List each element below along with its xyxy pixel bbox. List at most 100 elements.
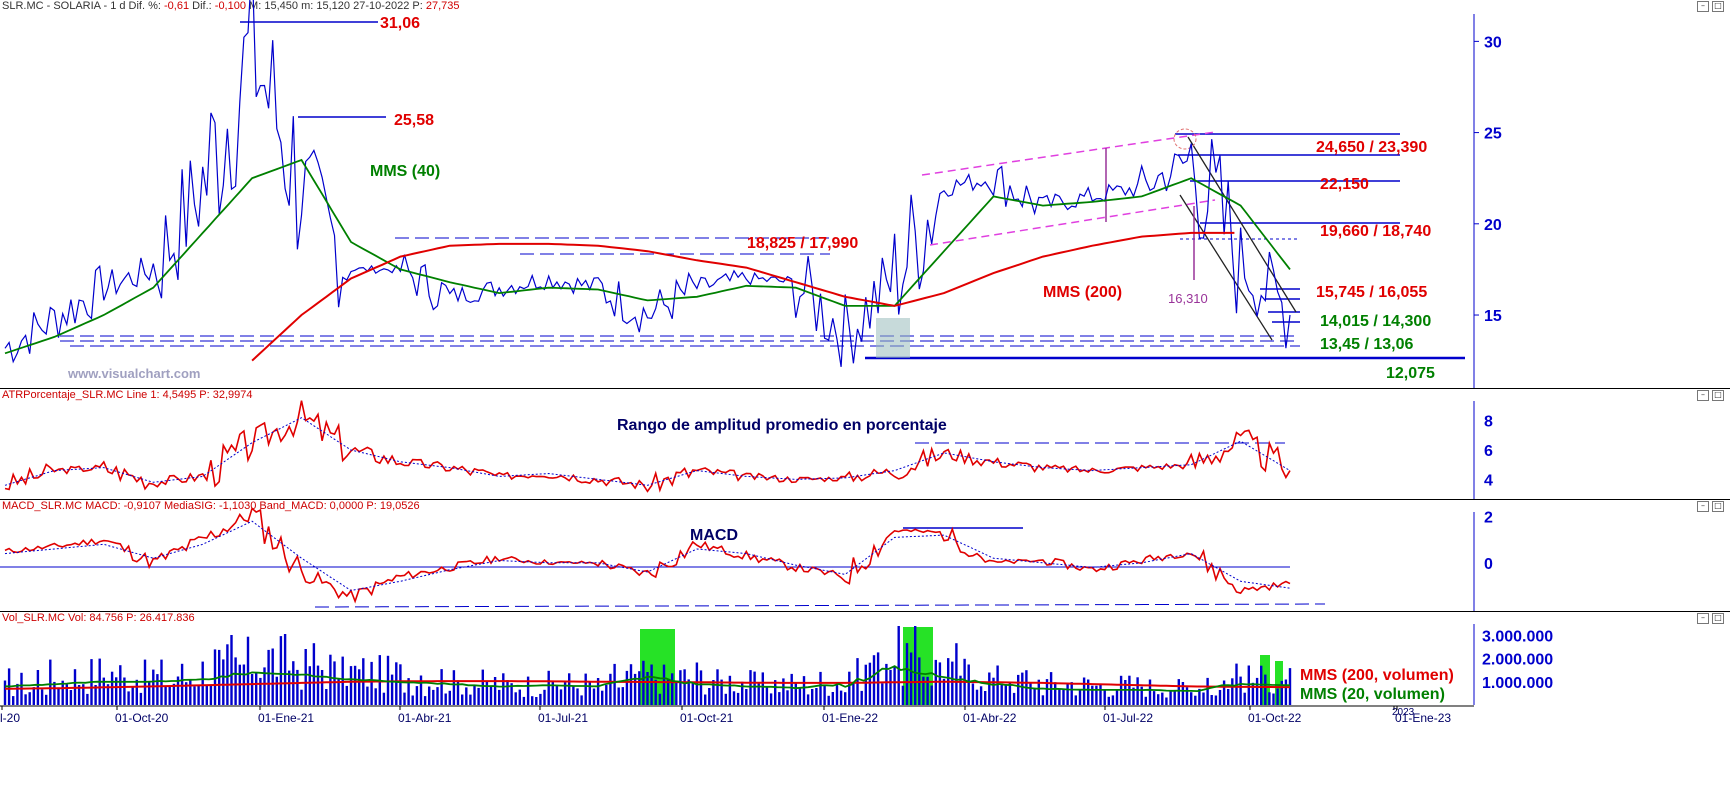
volume-bar (24, 694, 27, 705)
maximize-button[interactable]: □ (1712, 1, 1724, 12)
price-y-tick-label: 15 (1484, 308, 1502, 325)
volume-bar (1037, 679, 1040, 705)
x-tick-label: 01-Abr-21 (398, 711, 452, 725)
volume-bar (675, 682, 678, 705)
volume-bar (1157, 694, 1160, 705)
volume-bar (601, 690, 604, 705)
label-low: 12,075 (1386, 365, 1435, 382)
volume-bar (77, 685, 81, 705)
x-tick-label: l-20 (0, 711, 20, 725)
volume-bar (568, 673, 571, 705)
volume-bar (609, 673, 612, 705)
volume-bar (679, 670, 682, 705)
volume-bar (728, 675, 732, 705)
volume-bar (543, 689, 546, 705)
volume-bar (1103, 689, 1106, 705)
volume-bar (1070, 682, 1073, 705)
volume-bar (382, 692, 386, 705)
volume-bar (1111, 695, 1115, 705)
volume-bar (518, 689, 521, 705)
volume-panel: Vol_SLR.MC Vol: 84.756 P: 26.417.836 – □… (0, 612, 1730, 799)
volume-bar (415, 686, 419, 705)
volume-bar (1194, 695, 1197, 705)
volume-bar (506, 680, 509, 705)
volume-bar (901, 685, 905, 705)
volume-mms20-series (4, 665, 1291, 693)
watermark: www.visualchart.com (67, 366, 200, 381)
atr-maximize-button[interactable]: □ (1712, 390, 1724, 401)
volume-bar (1017, 674, 1020, 705)
volume-bar (1041, 695, 1045, 705)
volume-bar (691, 683, 694, 705)
volume-minimize-button[interactable]: – (1697, 613, 1709, 624)
minimize-button[interactable]: – (1697, 1, 1709, 12)
volume-bar (333, 661, 336, 705)
label-zone2: 24,650 / 23,390 (1316, 139, 1427, 156)
volume-bar (889, 669, 892, 705)
dif-pct-value: -0,61 (164, 0, 190, 12)
volume-bar (156, 674, 159, 705)
volume-bar (345, 685, 348, 705)
volume-bar (893, 665, 896, 705)
volume-bar (592, 688, 596, 705)
volume-panel-header: Vol_SLR.MC Vol: 84.756 P: 26.417.836 (2, 612, 195, 624)
volume-bar (712, 680, 715, 705)
volume-bar (860, 690, 863, 705)
macd-minimize-button[interactable]: – (1697, 501, 1709, 512)
volume-bar (325, 689, 328, 705)
volume-bar (1008, 682, 1012, 705)
volume-bar (102, 677, 105, 705)
volume-bar (271, 648, 274, 705)
macd-maximize-button[interactable]: □ (1712, 501, 1724, 512)
volume-bar (671, 673, 674, 705)
volume-bar (440, 669, 443, 705)
volume-bar (761, 672, 764, 705)
atr-minimize-button[interactable]: – (1697, 390, 1709, 401)
volume-bar (1231, 678, 1234, 705)
volume-bar (897, 626, 900, 705)
volume-bar (390, 674, 394, 705)
volume-bar (708, 688, 711, 705)
volume-bar (1095, 685, 1098, 705)
volume-bar (1239, 676, 1242, 705)
volume-bar (489, 685, 493, 705)
volume-bar (1165, 697, 1168, 705)
volume-bar (625, 670, 629, 705)
volume-bar (436, 687, 439, 705)
volume-maximize-button[interactable]: □ (1712, 613, 1724, 624)
x-tick-label: 01-Ene-23 (1395, 711, 1451, 725)
volume-bar (704, 694, 707, 705)
volume-bar (930, 685, 933, 705)
volume-bar (811, 689, 814, 705)
volume-bar (629, 664, 633, 705)
volume-bar (498, 689, 501, 705)
volume-bar (374, 688, 377, 705)
volume-bar (502, 673, 505, 705)
volume-bar (246, 636, 250, 705)
volume-bar (716, 669, 719, 705)
atr-y-tick-label: 6 (1484, 443, 1493, 460)
volume-bar (40, 689, 44, 705)
volume-bar (683, 669, 686, 705)
volume-bar (288, 670, 291, 705)
volume-bar (481, 669, 484, 705)
volume-bar (259, 677, 262, 705)
volume-bar (312, 643, 316, 705)
volume-bar (881, 683, 884, 705)
volume-bar (798, 688, 802, 705)
volume-bar (1177, 679, 1180, 705)
volume-bar (304, 649, 307, 705)
price-series (4, 0, 1291, 367)
volume-bar (69, 690, 73, 705)
volume-bar (316, 665, 320, 705)
macd-panel-header: MACD_SLR.MC MACD: -0,9107 MediaSIG: -1,1… (2, 500, 420, 512)
volume-bar (230, 635, 233, 705)
macd-panel: MACD_SLR.MC MACD: -0,9107 MediaSIG: -1,1… (0, 500, 1730, 612)
volume-bar (1144, 696, 1147, 705)
volume-bar (778, 692, 781, 705)
volume-bar (148, 681, 151, 705)
volume-bar (951, 661, 954, 705)
volume-bar (1082, 677, 1086, 705)
volume-bar (180, 663, 184, 705)
volume-bar (885, 663, 888, 705)
